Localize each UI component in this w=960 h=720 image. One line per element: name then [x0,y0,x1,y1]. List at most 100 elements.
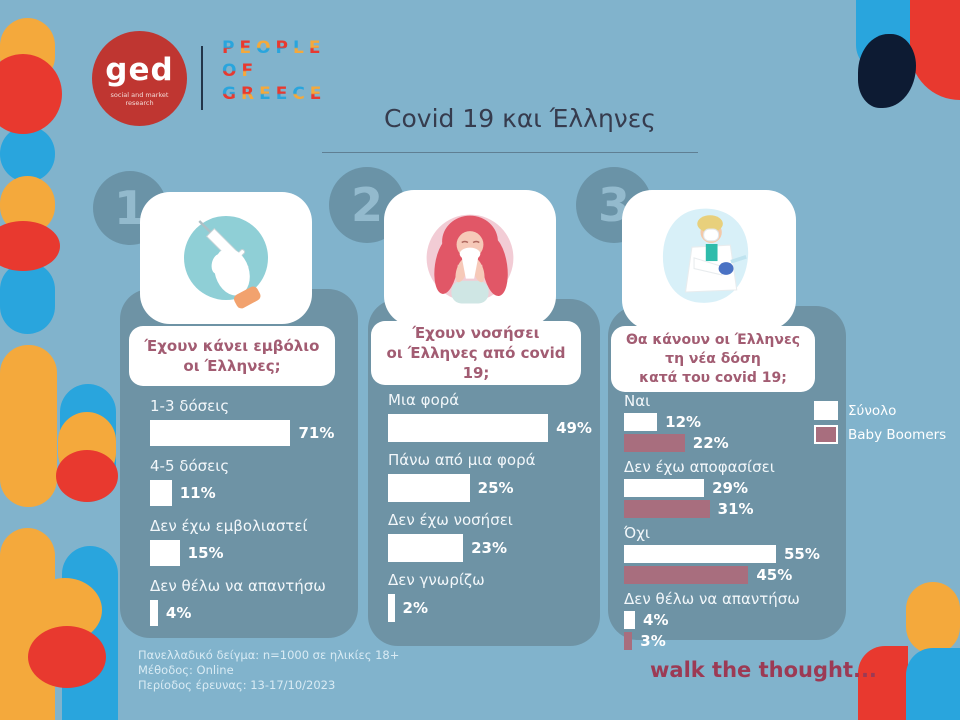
bar-category-label: Δεν θέλω να απαντήσω [624,590,800,608]
page-title: Covid 19 και Έλληνες [384,104,656,133]
legend-swatch [814,401,838,420]
ged-logo-caption: social and market research [110,90,169,107]
legend-label: Baby Boomers [848,426,947,443]
bar-value: 12% [665,413,702,431]
bar-value: 2% [402,599,428,617]
bar-value: 23% [471,539,508,557]
bar-row: 71% [150,420,334,446]
text-line: Μέθοδος: Online [138,663,234,677]
bar-row: 45% [624,566,834,584]
bar [150,540,180,566]
text-line: οι Έλληνες από covid 19; [386,344,566,382]
chart-category-group: Δεν θέλω να απαντήσω 4% [150,577,334,626]
wordmark-letter: P [275,38,294,58]
bar-category-label: 1-3 δόσεις [150,397,230,415]
bar-category-label: Δεν γνωρίζω [388,571,485,589]
decor-red-ellipse [56,450,118,502]
bar-row: 31% [624,500,834,518]
bar-category-label: Δεν θέλω να απαντήσω [150,577,326,595]
bar-category-label: 4-5 δόσεις [150,457,230,475]
legend-item: Σύνολο [814,401,946,420]
chart-legend: Σύνολο Baby Boomers [814,401,946,449]
bar-row: 15% [150,540,334,566]
decor-red-shape [858,646,908,720]
wordmark-letter: E [308,38,326,58]
decor-red-circle [0,54,62,134]
illustration-card-sick-woman [384,190,556,326]
section-2-question: Έχουν νοσήσει οι Έλληνες από covid 19; [371,321,581,385]
bar-value: 4% [643,611,669,629]
ged-logo: ged social and market research [92,31,187,126]
bar-value: 29% [712,479,749,497]
bar-value: 3% [640,632,666,650]
chart-category-group: Δεν έχω αποφασίσει 29% 31% [624,458,834,518]
wordmark-letter: E [309,84,327,104]
bar [624,545,776,563]
bar-category-label: Πάνω από μια φορά [388,451,536,469]
bar [388,534,464,562]
bar [388,474,470,502]
decor-blue-pill [0,126,55,182]
wordmark-letter: O [256,38,276,58]
wordmark-line: OF [222,60,326,83]
bar-category-label: Ναι [624,392,651,410]
illustration-card-doctor [622,190,796,330]
bar-category-label: Δεν έχω νοσήσει [388,511,513,529]
text-line: Έχουν κάνει εμβόλιο [144,337,320,355]
wordmark-letter: F [241,61,259,81]
bar-value: 45% [756,566,793,584]
doctor-with-syringe-illustration [662,208,749,303]
new-dose-bar-chart: Ναι 12% 22% Δεν έχω αποφασίσει 29% 31% Όχι 55% 4… [608,306,846,650]
bar-value: 31% [717,500,754,518]
bar [150,420,291,446]
chart-category-group: Δεν έχω νοσήσει 23% [388,511,584,562]
wordmark-letter: C [292,84,310,104]
survey-methodology-note: Πανελλαδικό δείγμα: n=1000 σε ηλικίες 18… [138,648,399,693]
bar [624,566,749,584]
bar [150,600,158,626]
decor-blue-pill [0,262,55,334]
decor-orange-pill [0,345,57,507]
bar-value: 15% [187,544,224,562]
vaccination-bar-chart: 1-3 δόσεις 71% 4-5 δόσεις 11% Δεν έχω εμβολι… [120,289,358,626]
bar-value: 49% [556,419,592,437]
decor-blue-shape [906,648,960,720]
chart-category-group: 4-5 δόσεις 11% [150,457,334,506]
legend-item: Baby Boomers [814,425,946,444]
bar [624,611,636,629]
chart-category-group: Ναι 12% 22% [624,392,834,452]
decor-red-ellipse [0,221,60,271]
bar-row: 12% [624,413,834,431]
chart-category-group: 1-3 δόσεις 71% [150,397,334,446]
people-of-greece-wordmark: PEOPLE OF GREECE [222,37,326,106]
bar-row: 22% [624,434,834,452]
wordmark-line: GREECE [222,83,326,106]
bar-category-label: Όχι [624,524,650,542]
text-line: κατά του covid 19; [639,369,787,386]
legend-swatch [814,425,838,444]
bar-row: 3% [624,632,834,650]
legend-label: Σύνολο [848,402,897,419]
bar [388,414,549,442]
bar-row: 29% [624,479,834,497]
chart-category-group: Δεν έχω εμβολιαστεί 15% [150,517,334,566]
tagline: walk the thought... [650,658,877,682]
section-1-question: Έχουν κάνει εμβόλιο οι Έλληνες; [129,326,335,386]
text-line: Περίοδος έρευνας: 13-17/10/2023 [138,678,336,692]
bar-row: 4% [624,611,834,629]
text-line: τη νέα δόση [665,350,761,367]
bar-value: 55% [783,545,820,563]
illustration-card-vaccine [140,192,312,324]
bar-category-label: Μια φορά [388,391,460,409]
wordmark-letter: G [222,84,241,104]
text-line: Πανελλαδικό δείγμα: n=1000 σε ηλικίες 18… [138,648,400,662]
wordmark-letter: R [240,84,260,104]
text-line: Έχουν νοσήσει [412,324,540,342]
chart-category-group: Μια φορά 49% [388,391,592,442]
logo-divider [201,46,203,110]
bar-value: 25% [477,479,514,497]
bar-value: 71% [298,424,335,442]
text-line: οι Έλληνες; [183,357,281,375]
decor-navy-egg [858,34,916,108]
